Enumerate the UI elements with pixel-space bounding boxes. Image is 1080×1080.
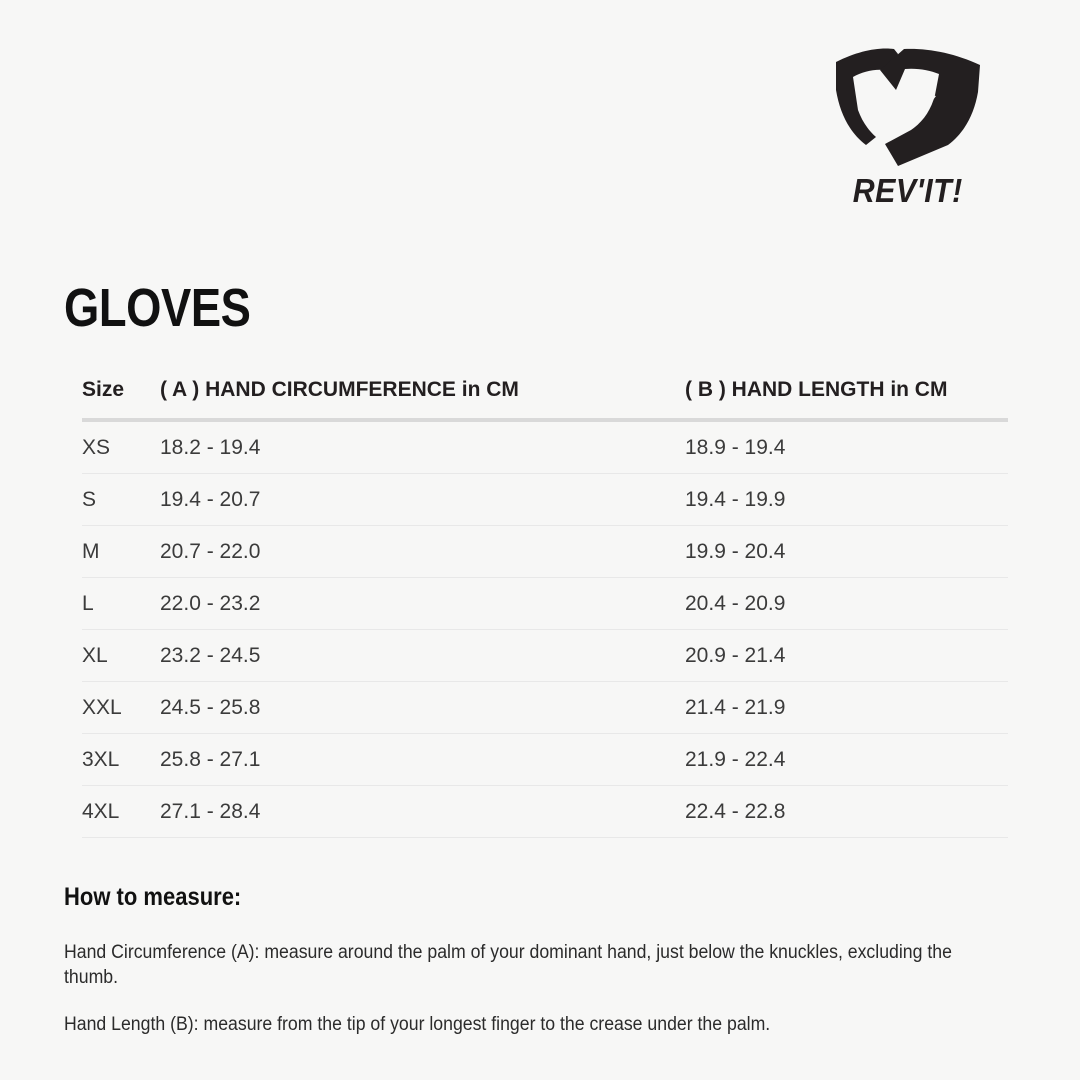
table-row: XL 23.2 - 24.5 20.9 - 21.4 <box>82 629 1008 682</box>
cell-size: XL <box>82 629 160 682</box>
size-chart-table: Size ( A ) HAND CIRCUMFERENCE in CM ( B … <box>82 368 1008 838</box>
table-header: Size ( A ) HAND CIRCUMFERENCE in CM ( B … <box>82 368 1008 422</box>
table-row: XS 18.2 - 19.4 18.9 - 19.4 <box>82 420 1008 474</box>
cell-hand-length: 20.4 - 20.9 <box>685 577 1008 630</box>
cell-hand-circumference: 25.8 - 27.1 <box>160 733 685 786</box>
cell-hand-length: 21.9 - 22.4 <box>685 733 1008 786</box>
page-title: GLOVES <box>64 278 251 339</box>
cell-hand-length: 21.4 - 21.9 <box>685 681 1008 734</box>
column-header-hand-circumference: ( A ) HAND CIRCUMFERENCE in CM <box>160 368 685 422</box>
how-to-measure-heading: How to measure: <box>64 883 242 911</box>
cell-hand-circumference: 18.2 - 19.4 <box>160 420 685 474</box>
table-body: XS 18.2 - 19.4 18.9 - 19.4 S 19.4 - 20.7… <box>82 420 1008 838</box>
cell-hand-length: 18.9 - 19.4 <box>685 420 1008 474</box>
cell-hand-circumference: 27.1 - 28.4 <box>160 785 685 838</box>
revit-shield-logo-icon <box>836 48 980 166</box>
cell-hand-circumference: 23.2 - 24.5 <box>160 629 685 682</box>
table-row: L 22.0 - 23.2 20.4 - 20.9 <box>82 577 1008 630</box>
cell-hand-circumference: 24.5 - 25.8 <box>160 681 685 734</box>
cell-size: S <box>82 473 160 526</box>
column-header-size: Size <box>82 368 160 422</box>
cell-hand-length: 19.9 - 20.4 <box>685 525 1008 578</box>
cell-size: L <box>82 577 160 630</box>
table-row: XXL 24.5 - 25.8 21.4 - 21.9 <box>82 681 1008 734</box>
cell-size: M <box>82 525 160 578</box>
cell-size: XS <box>82 420 160 474</box>
column-header-hand-length: ( B ) HAND LENGTH in CM <box>685 368 1008 422</box>
cell-hand-circumference: 20.7 - 22.0 <box>160 525 685 578</box>
cell-size: 3XL <box>82 733 160 786</box>
cell-hand-circumference: 22.0 - 23.2 <box>160 577 685 630</box>
cell-hand-circumference: 19.4 - 20.7 <box>160 473 685 526</box>
size-chart-table-container: Size ( A ) HAND CIRCUMFERENCE in CM ( B … <box>82 368 1008 838</box>
cell-size: 4XL <box>82 785 160 838</box>
cell-hand-length: 22.4 - 22.8 <box>685 785 1008 838</box>
how-to-measure-paragraph-length: Hand Length (B): measure from the tip of… <box>64 1014 771 1035</box>
how-to-measure-paragraph-circumference: Hand Circumference (A): measure around t… <box>64 942 952 988</box>
table-row: 3XL 25.8 - 27.1 21.9 - 22.4 <box>82 733 1008 786</box>
cell-size: XXL <box>82 681 160 734</box>
table-header-row: Size ( A ) HAND CIRCUMFERENCE in CM ( B … <box>82 368 1008 422</box>
table-row: M 20.7 - 22.0 19.9 - 20.4 <box>82 525 1008 578</box>
cell-hand-length: 19.4 - 19.9 <box>685 473 1008 526</box>
table-row: S 19.4 - 20.7 19.4 - 19.9 <box>82 473 1008 526</box>
brand-wordmark: REV'IT! <box>853 172 963 209</box>
cell-hand-length: 20.9 - 21.4 <box>685 629 1008 682</box>
table-row: 4XL 27.1 - 28.4 22.4 - 22.8 <box>82 785 1008 838</box>
brand-logo: REV'IT! <box>818 48 998 210</box>
